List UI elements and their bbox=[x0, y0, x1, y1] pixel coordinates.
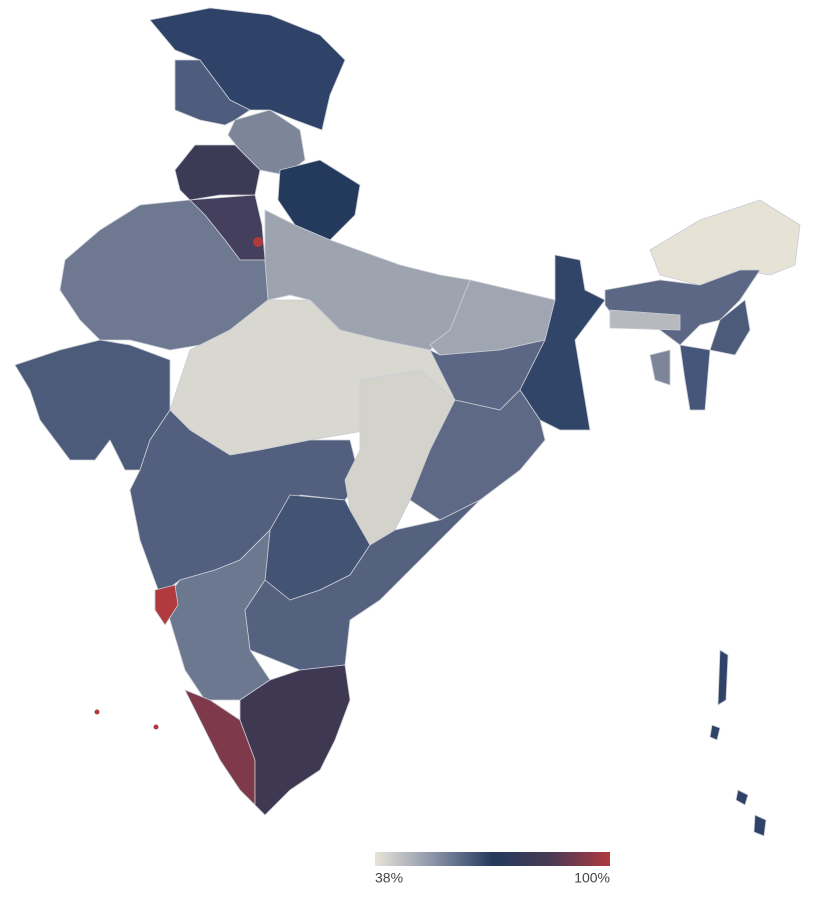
legend: 38% 100% bbox=[375, 852, 610, 886]
region bbox=[519, 254, 606, 431]
legend-bar bbox=[375, 852, 610, 866]
region bbox=[174, 144, 261, 201]
region bbox=[154, 584, 179, 626]
region bbox=[709, 299, 751, 356]
region bbox=[649, 199, 801, 286]
region bbox=[753, 814, 767, 837]
region bbox=[164, 529, 271, 701]
region bbox=[717, 649, 729, 706]
region bbox=[409, 389, 546, 521]
region bbox=[735, 789, 749, 806]
region bbox=[277, 159, 361, 241]
region bbox=[709, 724, 721, 741]
regions bbox=[14, 7, 801, 837]
legend-label: 38% bbox=[375, 870, 403, 886]
region bbox=[679, 344, 711, 411]
island bbox=[153, 724, 159, 730]
island bbox=[94, 709, 100, 715]
region bbox=[239, 664, 351, 816]
region bbox=[649, 349, 671, 386]
legend-label: 100% bbox=[574, 870, 610, 886]
region bbox=[609, 309, 681, 331]
region bbox=[253, 237, 263, 247]
